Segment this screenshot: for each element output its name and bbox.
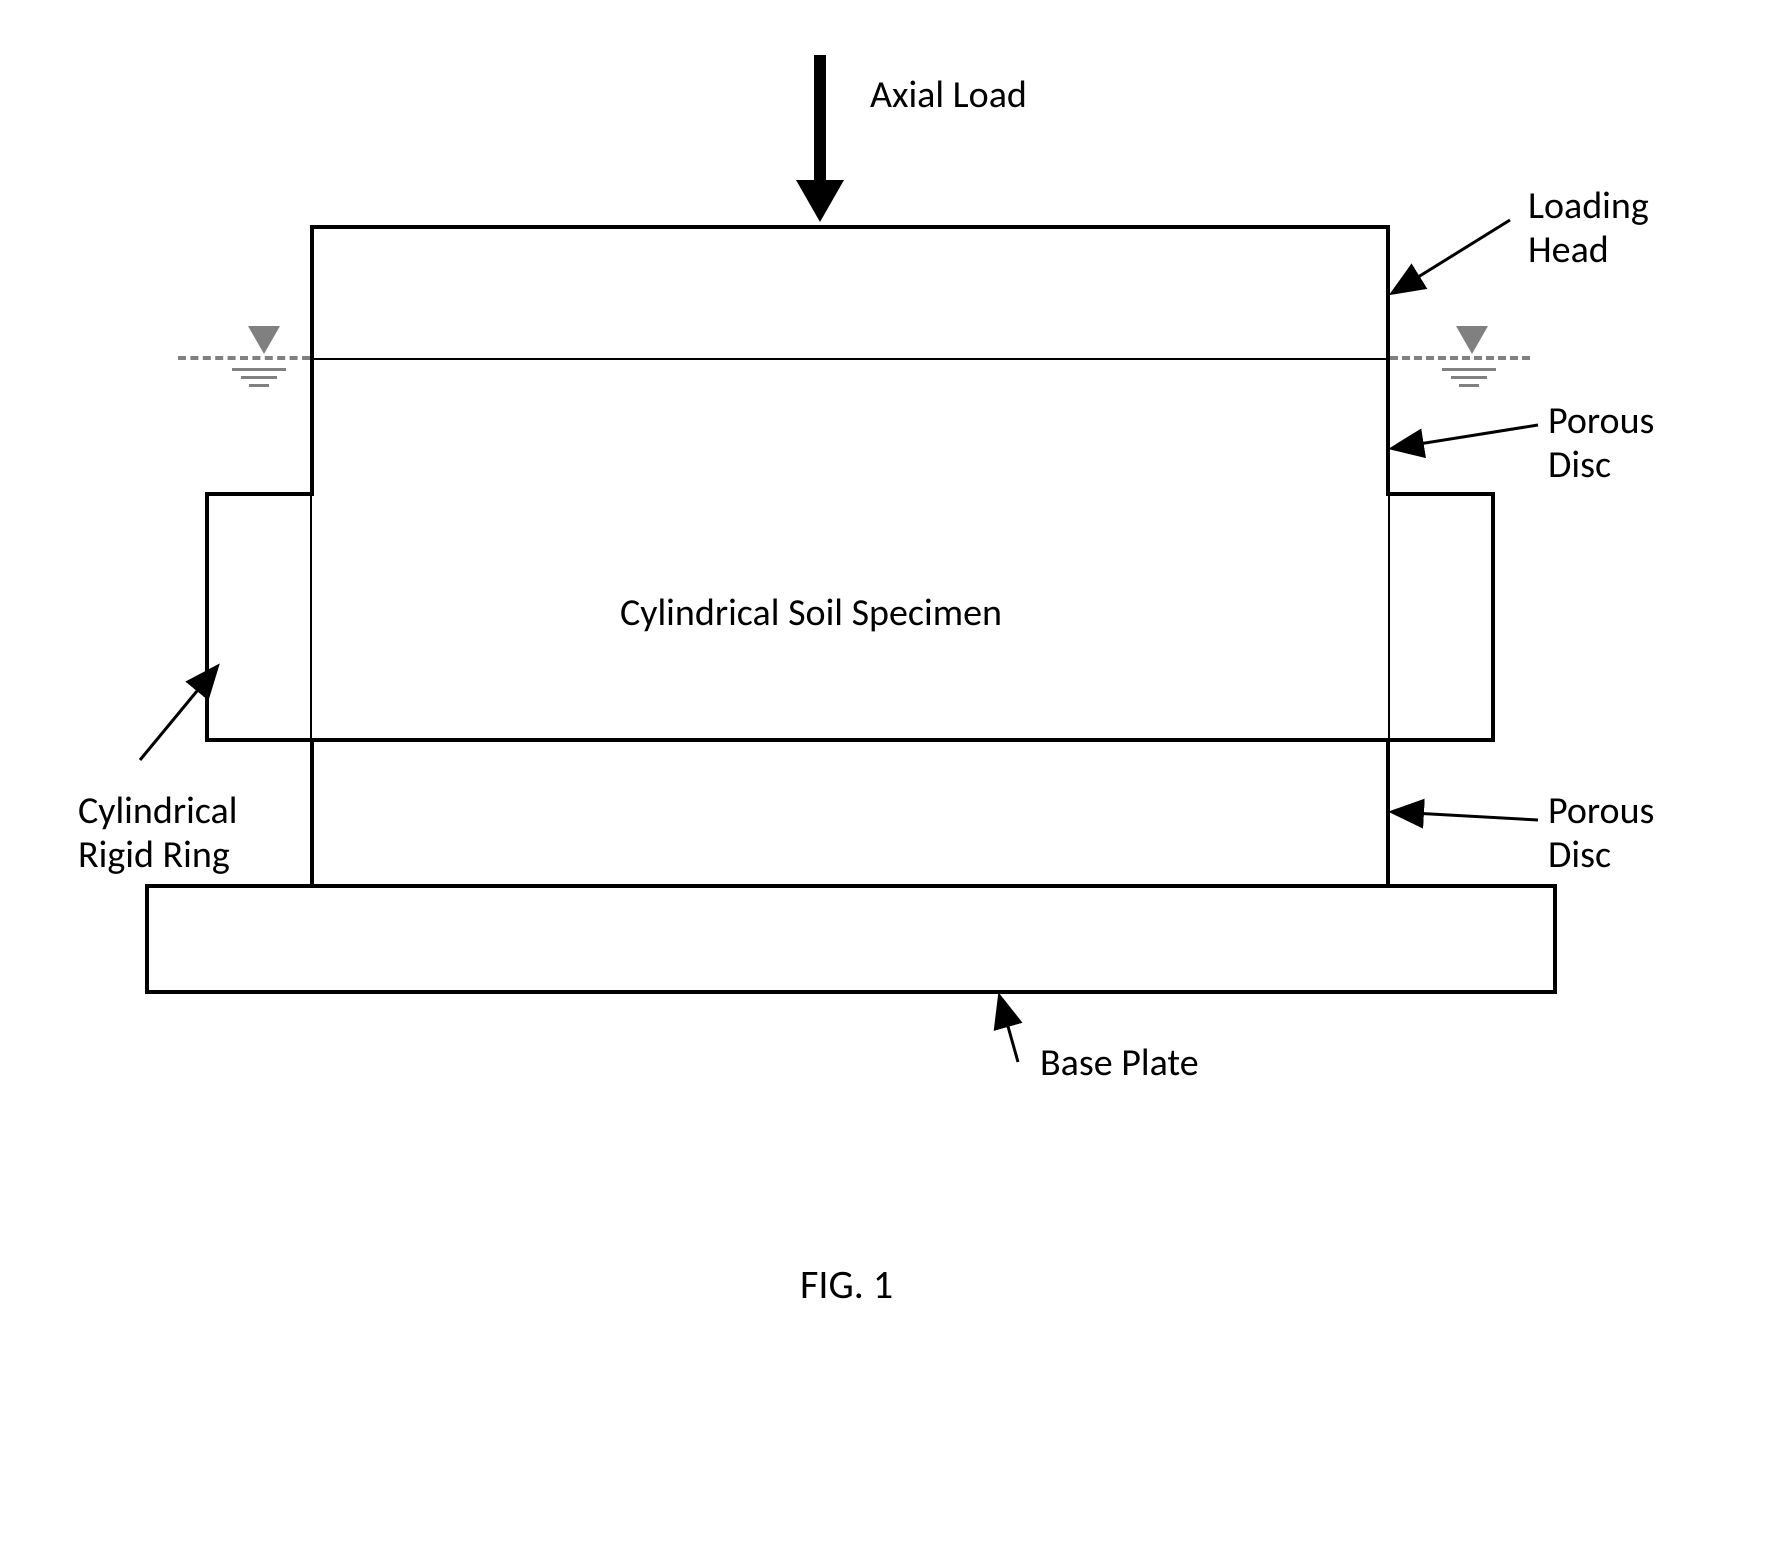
rigid-ring-label-l2: Rigid Ring xyxy=(78,834,237,878)
figure-caption: FIG. 1 xyxy=(800,1260,893,1309)
rigid-ring-label: Cylindrical Rigid Ring xyxy=(78,790,237,877)
water-triangle-right xyxy=(1456,326,1488,354)
specimen-left-edge xyxy=(310,492,312,742)
base-plate xyxy=(145,884,1557,994)
porous-disc-upper xyxy=(310,356,1390,496)
specimen-label: Cylindrical Soil Specimen xyxy=(620,590,1002,636)
loading-head xyxy=(310,225,1390,360)
porous-disc-upper-label-l2: Disc xyxy=(1548,444,1654,488)
porous-disc-upper-label: Porous Disc xyxy=(1548,400,1654,487)
base-plate-label: Base Plate xyxy=(1040,1040,1199,1086)
porous-disc-upper-label-l1: Porous xyxy=(1548,400,1654,444)
loading-head-label: Loading Head xyxy=(1528,185,1649,272)
water-triangle-left xyxy=(248,326,280,354)
water-ticks-left xyxy=(232,368,286,387)
porous-disc-lower xyxy=(310,738,1390,888)
specimen-right-edge xyxy=(1388,492,1390,742)
porous-disc-lower-label: Porous Disc xyxy=(1548,790,1654,877)
loading-head-label-l2: Head xyxy=(1528,229,1649,273)
water-line-right xyxy=(1390,356,1530,360)
axial-arrow-shaft xyxy=(814,55,826,185)
figure-container: Axial Load Loading Head Porous Disc Cyli… xyxy=(0,0,1788,1549)
porous-disc-lower-label-l1: Porous xyxy=(1548,790,1654,834)
water-line-left xyxy=(178,356,310,360)
porous-disc-lower-label-l2: Disc xyxy=(1548,834,1654,878)
rigid-ring-label-l1: Cylindrical xyxy=(78,790,237,834)
water-ticks-right xyxy=(1442,368,1496,387)
loading-head-label-l1: Loading xyxy=(1528,185,1649,229)
axial-load-label: Axial Load xyxy=(870,72,1027,118)
axial-arrow-head xyxy=(796,180,844,222)
